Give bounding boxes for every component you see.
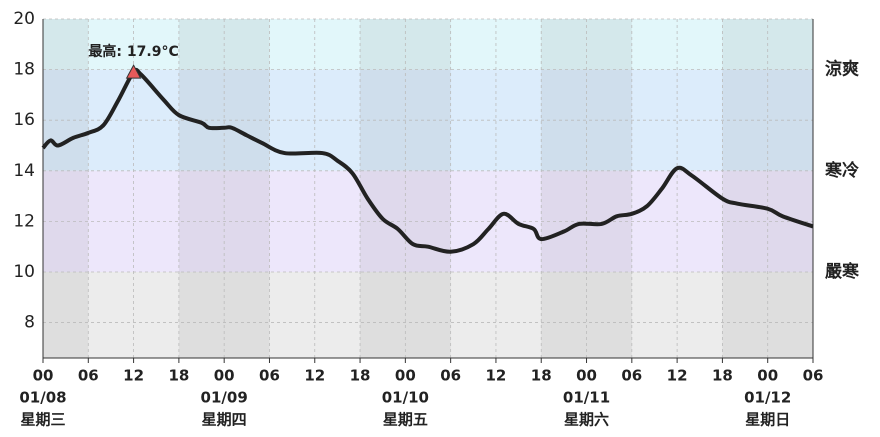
- x-tick-label: 06: [621, 367, 642, 385]
- x-tick-label: 18: [712, 367, 733, 385]
- x-tick-label: 12: [667, 367, 688, 385]
- x-tick-label: 06: [78, 367, 99, 385]
- weekday-label: 星期三: [20, 411, 65, 429]
- x-tick-label: 00: [33, 367, 54, 385]
- temperature-band: [43, 271, 813, 358]
- date-label: 01/08: [19, 389, 66, 407]
- x-tick-label: 00: [576, 367, 597, 385]
- y-tick-label: 14: [13, 161, 35, 181]
- x-tick-label: 12: [123, 367, 144, 385]
- y-tick-label: 20: [13, 9, 35, 29]
- temperature-line: [41, 67, 814, 254]
- x-tick-label: 12: [304, 367, 325, 385]
- x-tick-label: 06: [803, 367, 824, 385]
- x-tick-label: 12: [486, 367, 507, 385]
- band-label: 寒冷: [825, 160, 859, 181]
- x-tick-label: 18: [350, 367, 371, 385]
- band-label: 涼爽: [825, 59, 859, 80]
- temperature-band: [43, 19, 813, 70]
- x-tick-label: 00: [757, 367, 778, 385]
- x-tick-label: 00: [395, 367, 416, 385]
- weekday-label: 星期六: [564, 411, 609, 429]
- x-tick-label: 18: [531, 367, 552, 385]
- weekday-label: 星期日: [745, 411, 790, 429]
- x-tick-label: 00: [214, 367, 235, 385]
- x-tick-label: 18: [168, 367, 189, 385]
- x-tick-label: 06: [259, 367, 280, 385]
- date-label: 01/09: [201, 389, 248, 407]
- y-tick-label: 8: [24, 313, 35, 333]
- y-tick-label: 12: [13, 211, 35, 231]
- date-label: 01/10: [382, 389, 429, 407]
- date-label: 01/12: [744, 389, 791, 407]
- weekday-label: 星期四: [202, 411, 247, 429]
- weekday-label: 星期五: [383, 411, 428, 429]
- x-tick-label: 06: [440, 367, 461, 385]
- date-label: 01/11: [563, 389, 610, 407]
- y-tick-label: 18: [13, 60, 35, 80]
- y-tick-label: 10: [13, 262, 35, 282]
- night-shading: [43, 19, 89, 358]
- max-marker: [125, 64, 142, 79]
- max-annotation: 最高: 17.9°C: [88, 43, 178, 60]
- y-tick-label: 16: [13, 110, 35, 130]
- band-label: 嚴寒: [825, 261, 859, 282]
